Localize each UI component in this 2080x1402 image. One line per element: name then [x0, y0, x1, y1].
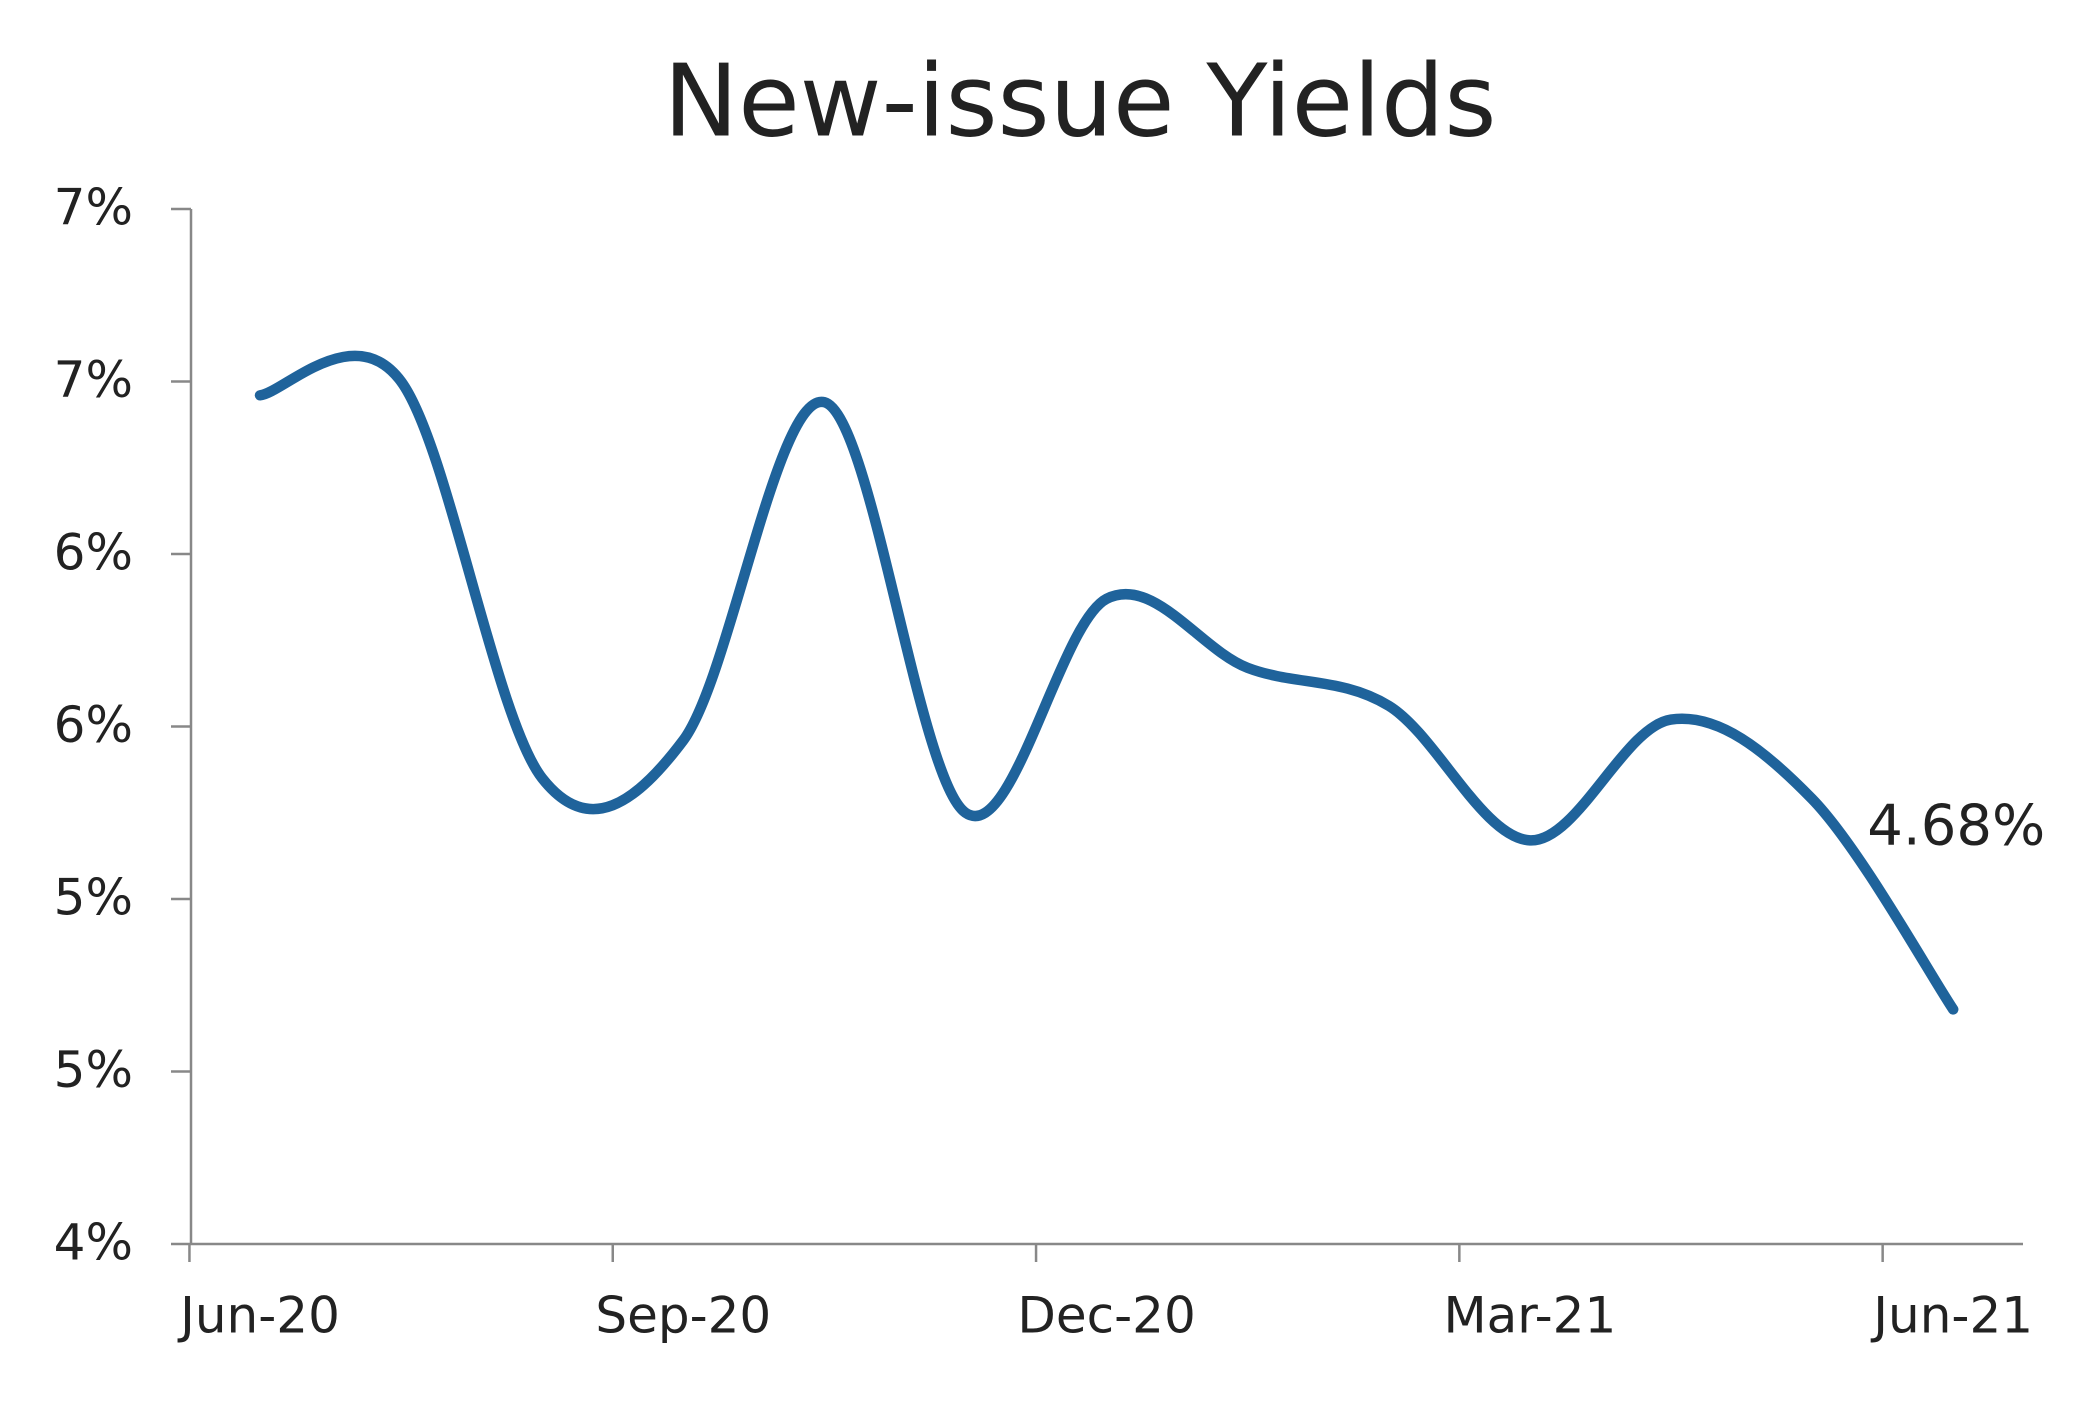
y-tick-label: 7%: [54, 351, 133, 409]
y-tick-label: 6%: [54, 524, 133, 582]
y-tick-label: 4%: [54, 1214, 133, 1272]
x-tick-label: Mar-21: [1443, 1287, 1616, 1345]
line: [254, 350, 1959, 1015]
chart-title: New-issue Yields: [663, 42, 1496, 159]
x-tick-label: Jun-21: [1870, 1287, 2033, 1345]
x-tick-label: Jun-20: [177, 1287, 340, 1345]
y-tick-label: 5%: [54, 869, 133, 927]
y-tick-label: 7%: [54, 179, 133, 237]
y-tick-label: 5%: [54, 1041, 133, 1099]
x-tick-label: Dec-20: [1017, 1287, 1195, 1345]
x-tick-label: Sep-20: [595, 1287, 771, 1345]
data-label: 4.68%: [1867, 794, 2045, 859]
y-tick-label: 6%: [54, 696, 133, 754]
